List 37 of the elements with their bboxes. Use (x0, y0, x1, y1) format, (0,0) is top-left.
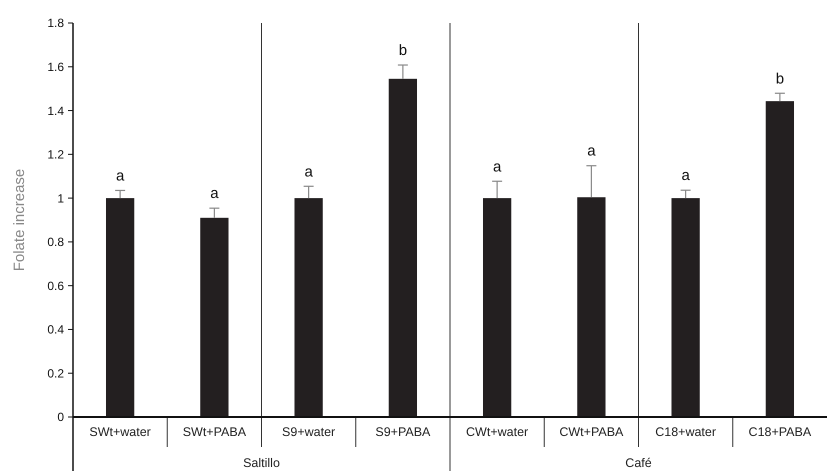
bar (671, 198, 700, 417)
x-tick-label: CWt+PABA (559, 425, 624, 439)
y-tick-label: 0.6 (47, 278, 64, 293)
x-tick-label: C18+water (655, 425, 716, 439)
y-tick-label: 0 (57, 410, 64, 424)
y-tick-label: 1.8 (47, 16, 64, 30)
text: Saltillo (243, 456, 280, 470)
y-tick-label: 1 (57, 191, 64, 206)
annotation: a (492, 158, 502, 176)
annotation: a (304, 163, 314, 180)
y-tick-label: 1.4 (47, 104, 64, 118)
bar (577, 197, 606, 417)
x-tick-label: SWt+PABA (182, 425, 247, 439)
x-tick-label: SWt+water (89, 425, 151, 439)
x-tick-label: S9+PABA (375, 425, 432, 439)
annotation: a (210, 185, 220, 202)
x-tick-label: C18+PABA (748, 425, 812, 439)
bar (200, 218, 229, 417)
bar (388, 78, 418, 417)
y-tick-label: 1.2 (47, 148, 64, 162)
bar (482, 198, 512, 417)
annotation: a (587, 142, 596, 160)
y-tick-label: 0.8 (47, 235, 64, 250)
y-tick-label: 0.4 (47, 322, 64, 337)
annotation: a (681, 167, 690, 184)
bar (106, 198, 134, 417)
x-tick-label: CWt+water (466, 425, 528, 439)
y-tick-label: 1.6 (47, 60, 64, 74)
text: Café (625, 456, 652, 470)
bar (294, 198, 323, 417)
y-tick-label: 0.2 (47, 366, 64, 380)
annotation: a (116, 167, 125, 184)
y-axis-title: Folate increase (11, 168, 28, 272)
bar (766, 101, 794, 417)
annotation: b (398, 42, 408, 60)
annotation: b (776, 70, 784, 88)
x-tick-label: S9+water (282, 425, 336, 439)
